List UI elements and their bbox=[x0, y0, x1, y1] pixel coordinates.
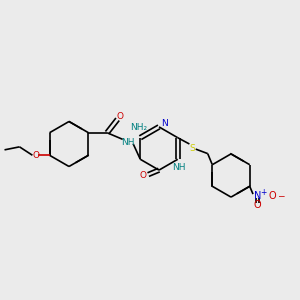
Text: N: N bbox=[254, 191, 261, 201]
Text: NH: NH bbox=[121, 138, 135, 147]
Text: S: S bbox=[190, 144, 196, 153]
Text: O: O bbox=[140, 171, 147, 180]
Text: O: O bbox=[116, 112, 124, 121]
Text: −: − bbox=[277, 191, 284, 200]
Text: N: N bbox=[161, 119, 168, 128]
Text: NH₂: NH₂ bbox=[130, 123, 147, 132]
Text: O: O bbox=[268, 191, 276, 201]
Text: O: O bbox=[32, 151, 40, 160]
Text: O: O bbox=[254, 200, 261, 211]
Text: +: + bbox=[261, 188, 267, 197]
Text: NH: NH bbox=[172, 163, 186, 172]
